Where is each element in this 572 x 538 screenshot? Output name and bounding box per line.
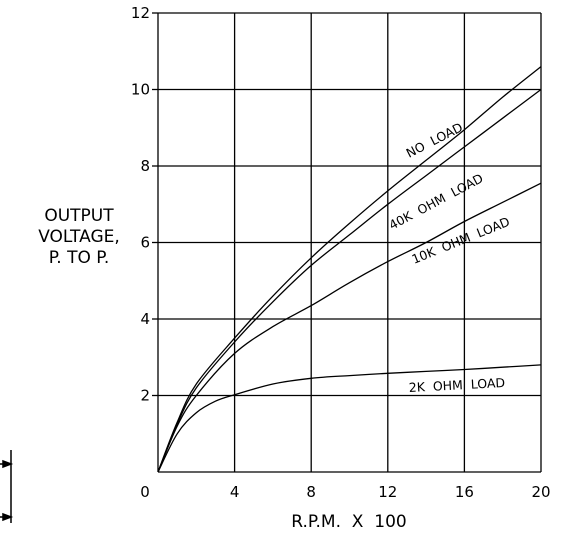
y-axis-title-line-2: VOLTAGE, xyxy=(38,227,120,247)
y-axis-title-line-3: P. TO P. xyxy=(48,248,110,268)
x-tick-label: 20 xyxy=(531,483,550,501)
series-10k-ohm-line xyxy=(157,182,542,473)
x-tick-label: 16 xyxy=(455,483,474,501)
x-tick-label: 0 xyxy=(140,483,150,501)
series-40k-ohm-line xyxy=(157,88,542,473)
series-no-load-line xyxy=(157,66,542,473)
x-axis-title: R.P.M. X 100 xyxy=(291,512,406,532)
label-10k-ohm-load: 10K OHM LOAD xyxy=(410,214,512,267)
y-tick-label: 10 xyxy=(131,81,150,99)
y-tick-label: 12 xyxy=(131,4,150,22)
label-2k-ohm-load: 2K OHM LOAD xyxy=(408,375,505,395)
y-tick-label: 6 xyxy=(140,234,150,252)
x-tick-label: 8 xyxy=(306,483,316,501)
series-2k-ohm-line xyxy=(157,364,542,473)
y-axis-title-line-1: OUTPUT xyxy=(44,206,114,226)
y-tick-label: 8 xyxy=(140,157,150,175)
y-tick-label: 2 xyxy=(140,387,150,405)
edge-fragment xyxy=(0,450,14,523)
curves xyxy=(157,66,542,473)
x-tick-label: 4 xyxy=(230,483,240,501)
x-tick-label: 12 xyxy=(378,483,397,501)
y-tick-label: 4 xyxy=(140,310,150,328)
